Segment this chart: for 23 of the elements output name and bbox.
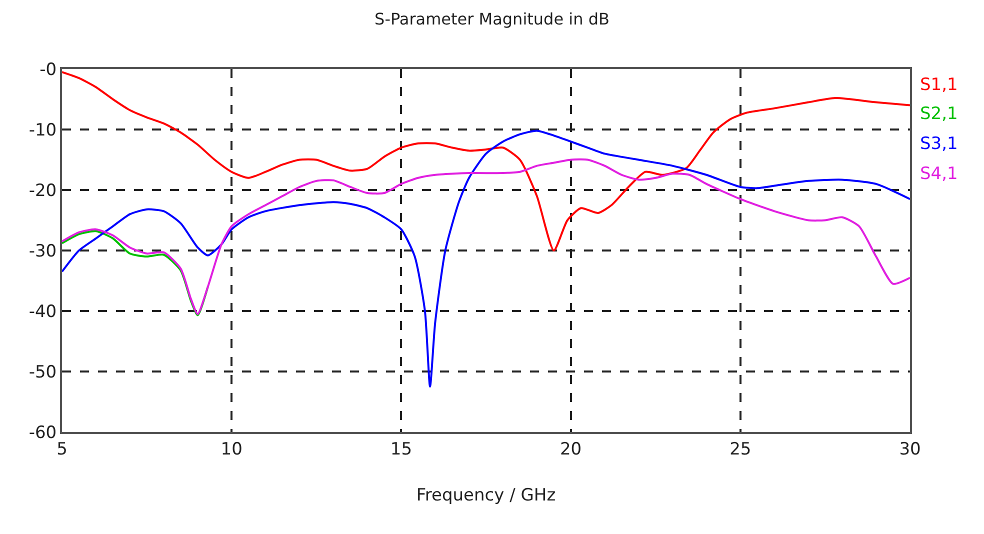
y-tick-label: -50: [28, 362, 57, 382]
series-label: S1,1: [920, 75, 958, 95]
y-tick-label: -0: [40, 60, 57, 80]
line-series: [62, 158, 910, 316]
y-tick-label: -40: [28, 302, 57, 322]
y-tick-label: -60: [28, 422, 57, 443]
y-tick-label: -20: [28, 180, 57, 201]
chart-title: S-Parameter Magnitude in dB: [374, 10, 610, 29]
line-series: [62, 230, 209, 316]
text: S3,1: [920, 134, 958, 154]
x-axis-title: Frequency / GHz: [416, 485, 556, 506]
y-tick-label: -30: [28, 241, 57, 262]
text: S4,1: [920, 164, 958, 184]
x-tick-label: 10: [220, 439, 242, 460]
x-tick-label: 30: [899, 439, 921, 460]
x-tick-label: 20: [560, 439, 582, 460]
x-tick-label: 25: [730, 439, 752, 460]
line-series: [62, 71, 910, 252]
x-tick-label: 5: [56, 439, 68, 460]
x-tick-label: 15: [390, 439, 412, 460]
line-series: [62, 130, 910, 388]
text: S2,1: [920, 104, 958, 124]
y-tick-label: -10: [28, 120, 57, 140]
